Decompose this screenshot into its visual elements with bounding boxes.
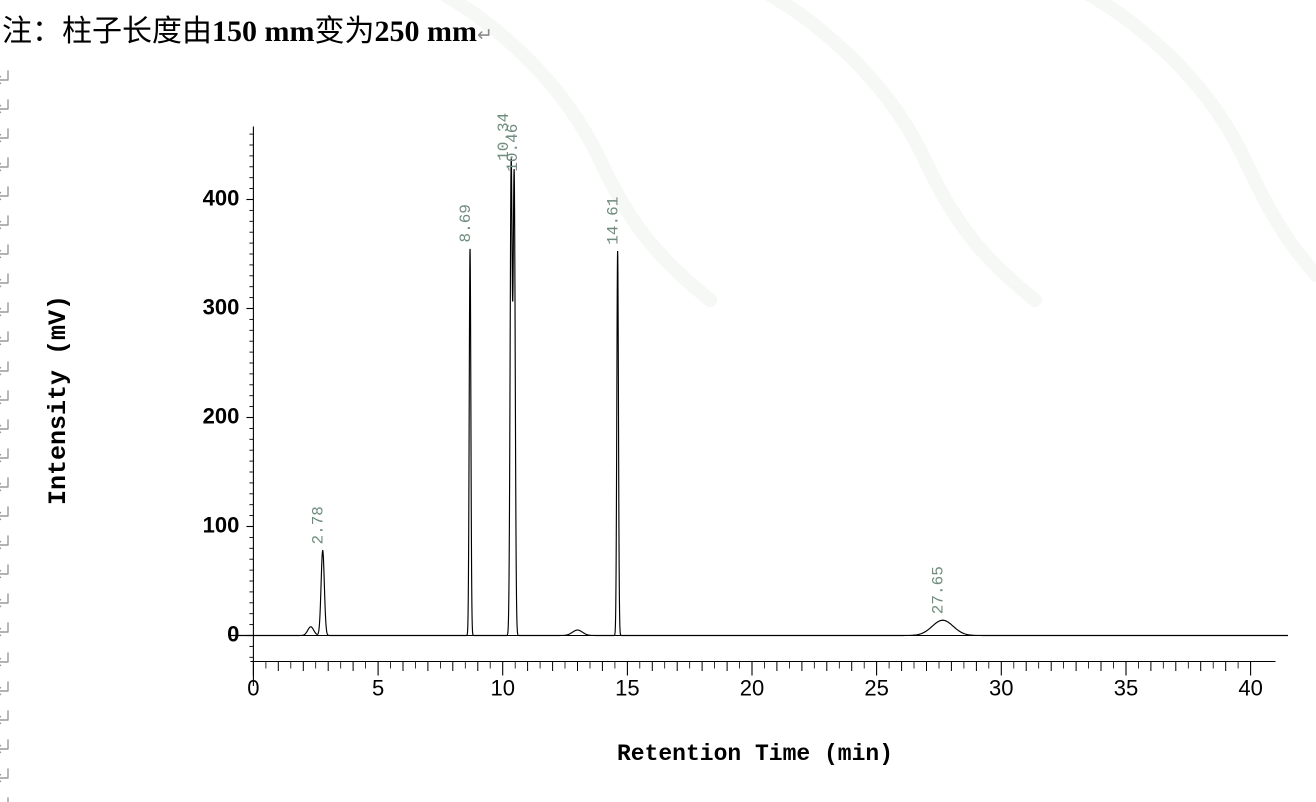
svg-text:2.78: 2.78 [310, 506, 328, 544]
svg-text:10: 10 [490, 676, 514, 701]
svg-text:5: 5 [372, 676, 384, 701]
svg-text:0: 0 [227, 622, 239, 647]
svg-text:200: 200 [203, 404, 240, 429]
svg-text:8.69: 8.69 [457, 204, 475, 242]
svg-text:10.46: 10.46 [504, 124, 522, 172]
svg-text:Intensity (mV): Intensity (mV) [44, 295, 73, 505]
svg-text:14.61: 14.61 [605, 197, 623, 245]
svg-text:27.65: 27.65 [930, 566, 948, 614]
svg-text:Retention Time (min): Retention Time (min) [617, 741, 893, 767]
svg-text:400: 400 [203, 186, 240, 211]
svg-text:35: 35 [1114, 676, 1138, 701]
svg-text:20: 20 [740, 676, 764, 701]
svg-text:15: 15 [615, 676, 639, 701]
svg-text:100: 100 [203, 513, 240, 538]
svg-text:30: 30 [989, 676, 1013, 701]
svg-text:0: 0 [247, 676, 259, 701]
svg-text:25: 25 [864, 676, 888, 701]
svg-text:40: 40 [1238, 676, 1262, 701]
svg-text:300: 300 [203, 295, 240, 320]
